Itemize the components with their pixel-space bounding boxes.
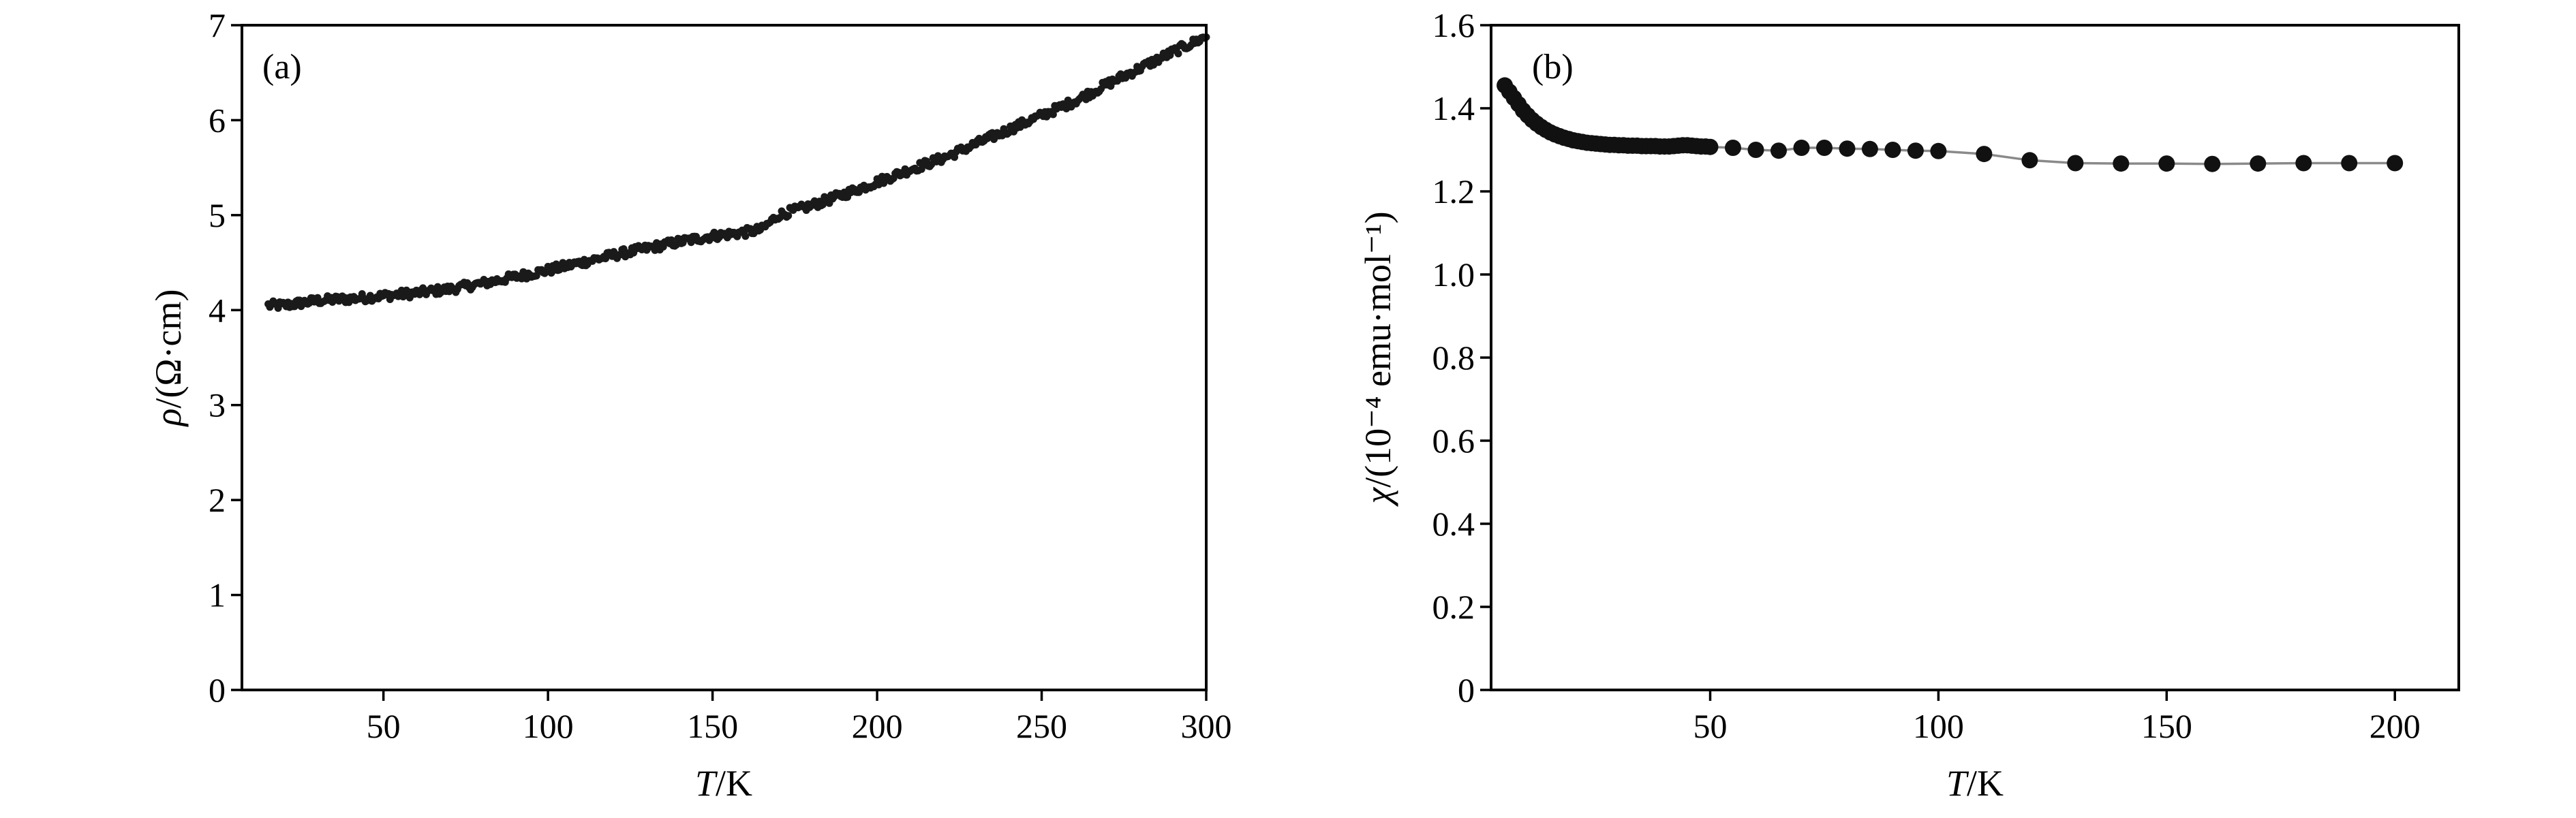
panel-b-frame <box>1490 24 2460 691</box>
panel-b-ticks: 50 100 150 200 0 0.2 0.4 0.6 0.8 1.0 1.2 1.4 1.6 <box>1432 6 2421 745</box>
panel-a-data-point <box>1049 110 1057 119</box>
panel-a-data-point <box>880 179 888 187</box>
panel-b-y-tick-label: 1.6 <box>1432 6 1475 44</box>
panel-b-x-tick-label: 100 <box>1913 707 1964 745</box>
panel-b-y-tick-label: 0.4 <box>1432 505 1475 543</box>
panel-b-data-point <box>2341 155 2358 172</box>
panel-b-data-point <box>2387 155 2404 172</box>
panel-b-y-tick-label: 1.2 <box>1432 172 1475 210</box>
panel-a-resistivity-plot: 50 100 150 200 250 300 0 1 2 3 4 5 6 7 (a) T/K ρ/(Ω·c… <box>148 6 1232 804</box>
panel-b-y-tick-label: 0.6 <box>1432 422 1475 460</box>
panel-b-x-tick-label: 200 <box>2370 707 2421 745</box>
panel-a-x-tick-label: 300 <box>1181 707 1232 745</box>
panel-a-data-point <box>1174 50 1182 58</box>
panel-b-susceptibility-plot: 50 100 150 200 0 0.2 0.4 0.6 0.8 1.0 1.2 1.4 1.6 (b)… <box>1358 6 2460 804</box>
panel-b-y-tick-label: 1.4 <box>1432 89 1475 127</box>
panel-b-data-point <box>1747 142 1764 158</box>
panel-a-y-tick-label: 5 <box>209 196 226 234</box>
panel-b-data-point <box>1884 142 1901 158</box>
panel-b-data-point <box>2021 152 2038 169</box>
panel-b-data-point <box>1976 146 1993 163</box>
panel-a-data-point <box>741 232 750 240</box>
panel-a-x-tick-label: 200 <box>852 707 903 745</box>
panel-a-x-tick-label: 100 <box>523 707 574 745</box>
panel-a-x-tick-label: 50 <box>367 707 401 745</box>
panel-b-data-point <box>1816 140 1833 156</box>
panel-a-y-tick-label: 0 <box>209 671 226 709</box>
panel-b-data-point <box>1770 142 1787 159</box>
panel-a-y-tick-label: 4 <box>209 291 226 329</box>
panel-b-data-point <box>1725 140 1741 156</box>
panel-a-y-tick-label: 6 <box>209 101 226 139</box>
panel-a-data-point <box>784 212 793 220</box>
panel-a-ticks: 50 100 150 200 250 300 0 1 2 3 4 5 6 7 <box>209 6 1232 745</box>
panel-b-x-tick-label: 50 <box>1693 707 1728 745</box>
panel-b-data-point <box>2295 155 2312 172</box>
panel-b-data-point <box>1907 142 1924 159</box>
panel-a-y-axis-title: ρ/(Ω·cm) <box>148 289 189 428</box>
panel-b-y-tick-label: 1.0 <box>1432 255 1475 294</box>
panel-b-data-point <box>2113 155 2130 172</box>
panel-b-y-axis-title: χ/(10⁻⁴ emu·mol⁻¹) <box>1358 211 1398 507</box>
panel-a-x-tick-label: 250 <box>1016 707 1067 745</box>
panel-a-label: (a) <box>262 48 302 86</box>
panel-a-y-tick-label: 1 <box>209 576 226 614</box>
panel-a-frame <box>241 24 1208 691</box>
panel-a-data-point <box>687 238 695 247</box>
panel-b-data-points <box>1497 77 2404 172</box>
panel-b-x-axis-title: T/K <box>1946 763 2004 804</box>
panel-b-data-point <box>1861 140 1878 157</box>
panel-b-y-tick-label: 0.8 <box>1432 339 1475 377</box>
panel-b-x-tick-label: 150 <box>2141 707 2192 745</box>
panel-a-data-point <box>532 272 540 280</box>
panel-b-data-point <box>2204 155 2221 172</box>
panel-a-data-point <box>710 228 718 236</box>
panel-b-y-tick-label: 0 <box>1458 671 1475 709</box>
panel-a-x-axis-title: T/K <box>695 763 752 804</box>
panel-a-x-tick-label: 150 <box>687 707 738 745</box>
panel-a-y-tick-label: 2 <box>209 481 226 519</box>
panel-b-label: (b) <box>1532 48 1574 86</box>
panel-b-data-point <box>1839 140 1856 157</box>
panel-b-data-point <box>1793 140 1810 156</box>
panel-a-y-tick-label: 3 <box>209 386 226 424</box>
panel-b-data-point <box>2250 155 2267 172</box>
panel-b-data-point <box>2067 155 2084 172</box>
panel-a-y-tick-label: 7 <box>209 6 226 44</box>
panel-a-data-points <box>264 33 1210 312</box>
panel-b-y-tick-label: 0.2 <box>1432 588 1475 626</box>
panel-b-data-point <box>1702 138 1719 155</box>
panel-b-data-point <box>2158 155 2175 172</box>
panel-b-data-point <box>1930 142 1947 159</box>
